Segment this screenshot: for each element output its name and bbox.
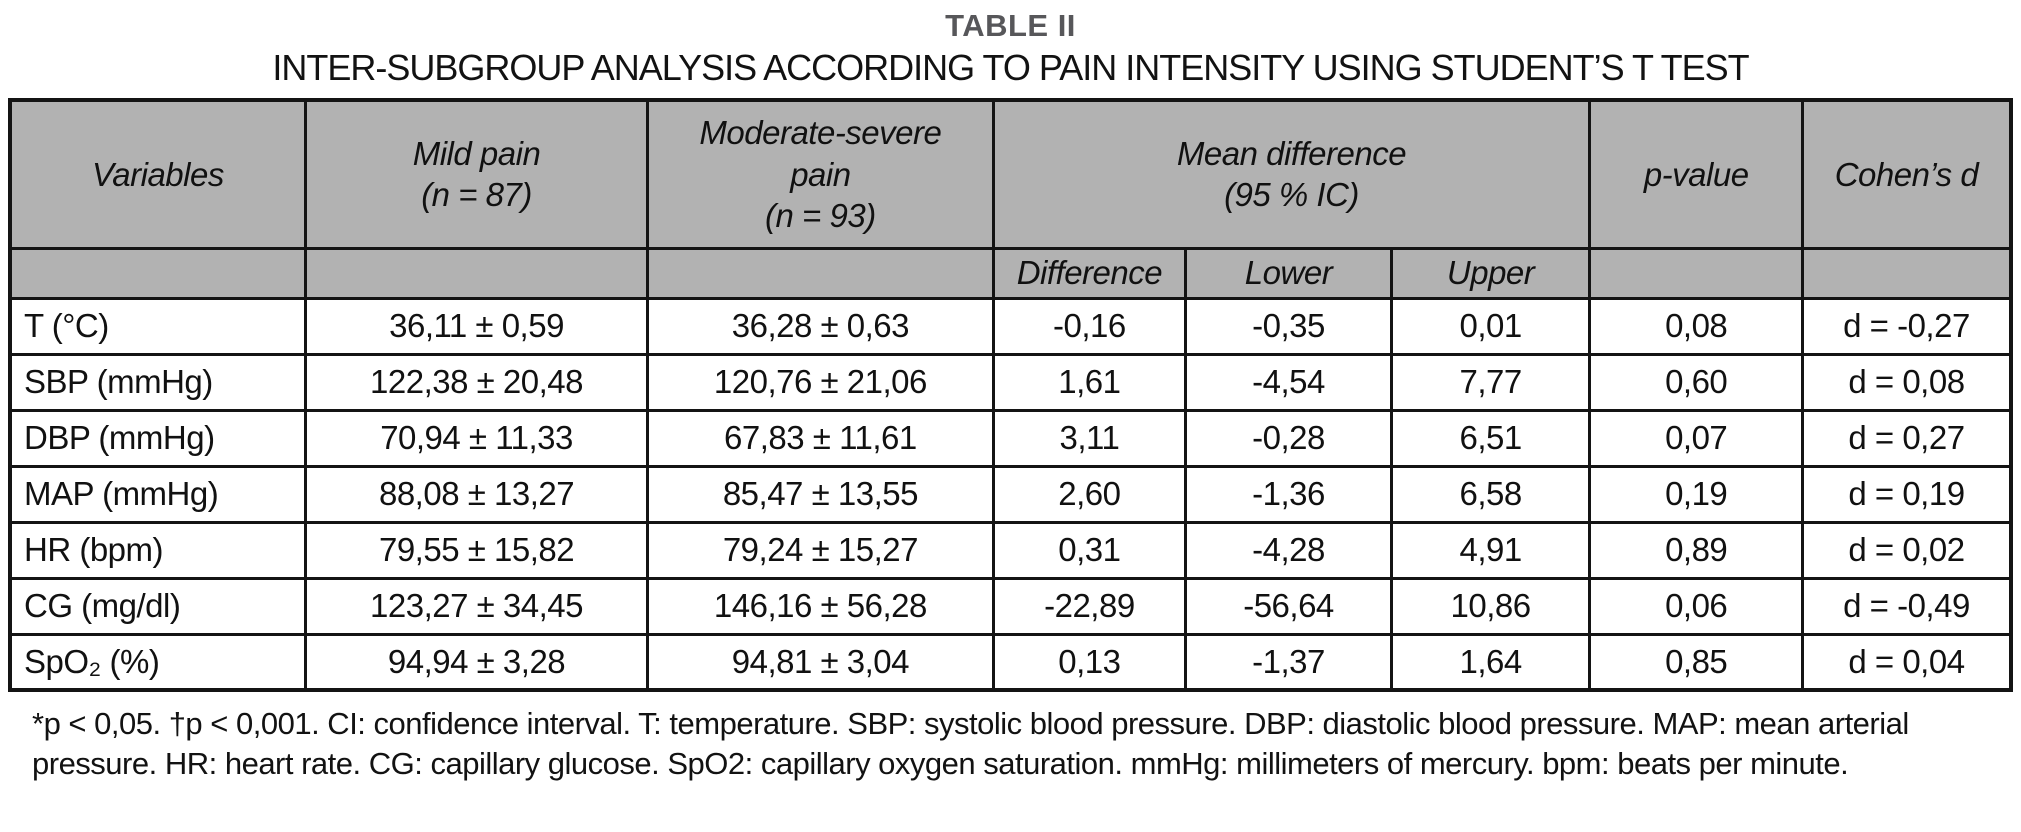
data-cell: 67,83 ± 11,61 [646, 408, 995, 468]
subheader-lower: Lower [1184, 246, 1393, 300]
col-header-p-value: p-value [1588, 98, 1804, 250]
data-cell: 94,81 ± 3,04 [646, 632, 995, 692]
data-cell: 70,94 ± 11,33 [303, 408, 650, 468]
data-cell: 6,58 [1389, 464, 1592, 524]
col-header-variables: Variables [8, 98, 307, 250]
empty-header-cell [1800, 246, 2013, 300]
data-cell: 79,24 ± 15,27 [646, 520, 995, 580]
table-row-map: MAP (mmHg) 88,08 ± 13,27 85,47 ± 13,55 2… [8, 464, 2013, 524]
data-cell: 4,91 [1389, 520, 1592, 580]
data-cell: 0,60 [1588, 352, 1804, 412]
row-label: MAP (mmHg) [8, 464, 307, 524]
data-cell: 0,19 [1588, 464, 1804, 524]
header-row-1: Variables Mild pain (n = 87) Moderate-se… [8, 98, 2013, 250]
empty-header-cell [8, 246, 307, 300]
table-row-spo2: SpO₂ (%) 94,94 ± 3,28 94,81 ± 3,04 0,13 … [8, 632, 2013, 692]
data-cell: -1,36 [1184, 464, 1393, 524]
table-row-sbp: SBP (mmHg) 122,38 ± 20,48 120,76 ± 21,06… [8, 352, 2013, 412]
empty-header-cell [1588, 246, 1804, 300]
footnote: *p < 0,05. †p < 0,001. CI: confidence in… [32, 706, 1909, 781]
row-label: SBP (mmHg) [8, 352, 307, 412]
data-cell: 120,76 ± 21,06 [646, 352, 995, 412]
data-cell: 146,16 ± 56,28 [646, 576, 995, 636]
data-cell: 36,28 ± 0,63 [646, 296, 995, 356]
data-cell: -0,28 [1184, 408, 1393, 468]
data-cell: d = 0,27 [1800, 408, 2013, 468]
table-subtitle: INTER-SUBGROUP ANALYSIS ACCORDING TO PAI… [272, 47, 1749, 88]
data-cell: d = 0,08 [1800, 352, 2013, 412]
subheader-difference: Difference [991, 246, 1188, 300]
data-cell: 122,38 ± 20,48 [303, 352, 650, 412]
data-cell: 6,51 [1389, 408, 1592, 468]
data-cell: 79,55 ± 15,82 [303, 520, 650, 580]
data-cell: -4,54 [1184, 352, 1393, 412]
data-cell: -4,28 [1184, 520, 1393, 580]
table-row-hr: HR (bpm) 79,55 ± 15,82 79,24 ± 15,27 0,3… [8, 520, 2013, 580]
data-cell: 0,07 [1588, 408, 1804, 468]
col-header-moderate-severe-pain: Moderate-severe pain (n = 93) [646, 98, 995, 250]
table-row-dbp: DBP (mmHg) 70,94 ± 11,33 67,83 ± 11,61 3… [8, 408, 2013, 468]
row-label: HR (bpm) [8, 520, 307, 580]
table-row-temperature: T (°C) 36,11 ± 0,59 36,28 ± 0,63 -0,16 -… [8, 296, 2013, 356]
data-cell: 94,94 ± 3,28 [303, 632, 650, 692]
data-cell: 36,11 ± 0,59 [303, 296, 650, 356]
data-cell: -22,89 [991, 576, 1188, 636]
data-cell: 1,61 [991, 352, 1188, 412]
data-cell: 0,08 [1588, 296, 1804, 356]
data-cell: d = -0,27 [1800, 296, 2013, 356]
data-cell: 88,08 ± 13,27 [303, 464, 650, 524]
data-cell: -0,16 [991, 296, 1188, 356]
data-cell: 0,85 [1588, 632, 1804, 692]
row-label: CG (mg/dl) [8, 576, 307, 636]
data-cell: 0,13 [991, 632, 1188, 692]
data-cell: 0,89 [1588, 520, 1804, 580]
table-title: TABLE II [945, 8, 1076, 43]
col-header-mean-difference: Mean difference (95 % IC) [991, 98, 1592, 250]
col-header-cohens-d: Cohen’s d [1800, 98, 2013, 250]
data-cell: 3,11 [991, 408, 1188, 468]
empty-header-cell [303, 246, 650, 300]
data-cell: 2,60 [991, 464, 1188, 524]
row-label: DBP (mmHg) [8, 408, 307, 468]
row-label: SpO₂ (%) [8, 632, 307, 692]
data-cell: -56,64 [1184, 576, 1393, 636]
data-cell: d = 0,02 [1800, 520, 2013, 580]
data-cell: 123,27 ± 34,45 [303, 576, 650, 636]
statistics-table: Variables Mild pain (n = 87) Moderate-se… [8, 98, 2013, 692]
data-cell: 85,47 ± 13,55 [646, 464, 995, 524]
data-cell: d = 0,19 [1800, 464, 2013, 524]
data-cell: 0,01 [1389, 296, 1592, 356]
data-cell: 1,64 [1389, 632, 1592, 692]
data-cell: -1,37 [1184, 632, 1393, 692]
col-header-mild-pain: Mild pain (n = 87) [303, 98, 650, 250]
data-cell: 0,06 [1588, 576, 1804, 636]
data-cell: 7,77 [1389, 352, 1592, 412]
header-row-2: Difference Lower Upper [8, 246, 2013, 300]
subheader-upper: Upper [1389, 246, 1592, 300]
data-cell: 10,86 [1389, 576, 1592, 636]
row-label: T (°C) [8, 296, 307, 356]
table-row-cg: CG (mg/dl) 123,27 ± 34,45 146,16 ± 56,28… [8, 576, 2013, 636]
data-cell: d = 0,04 [1800, 632, 2013, 692]
empty-header-cell [646, 246, 995, 300]
data-cell: -0,35 [1184, 296, 1393, 356]
data-cell: 0,31 [991, 520, 1188, 580]
data-cell: d = -0,49 [1800, 576, 2013, 636]
